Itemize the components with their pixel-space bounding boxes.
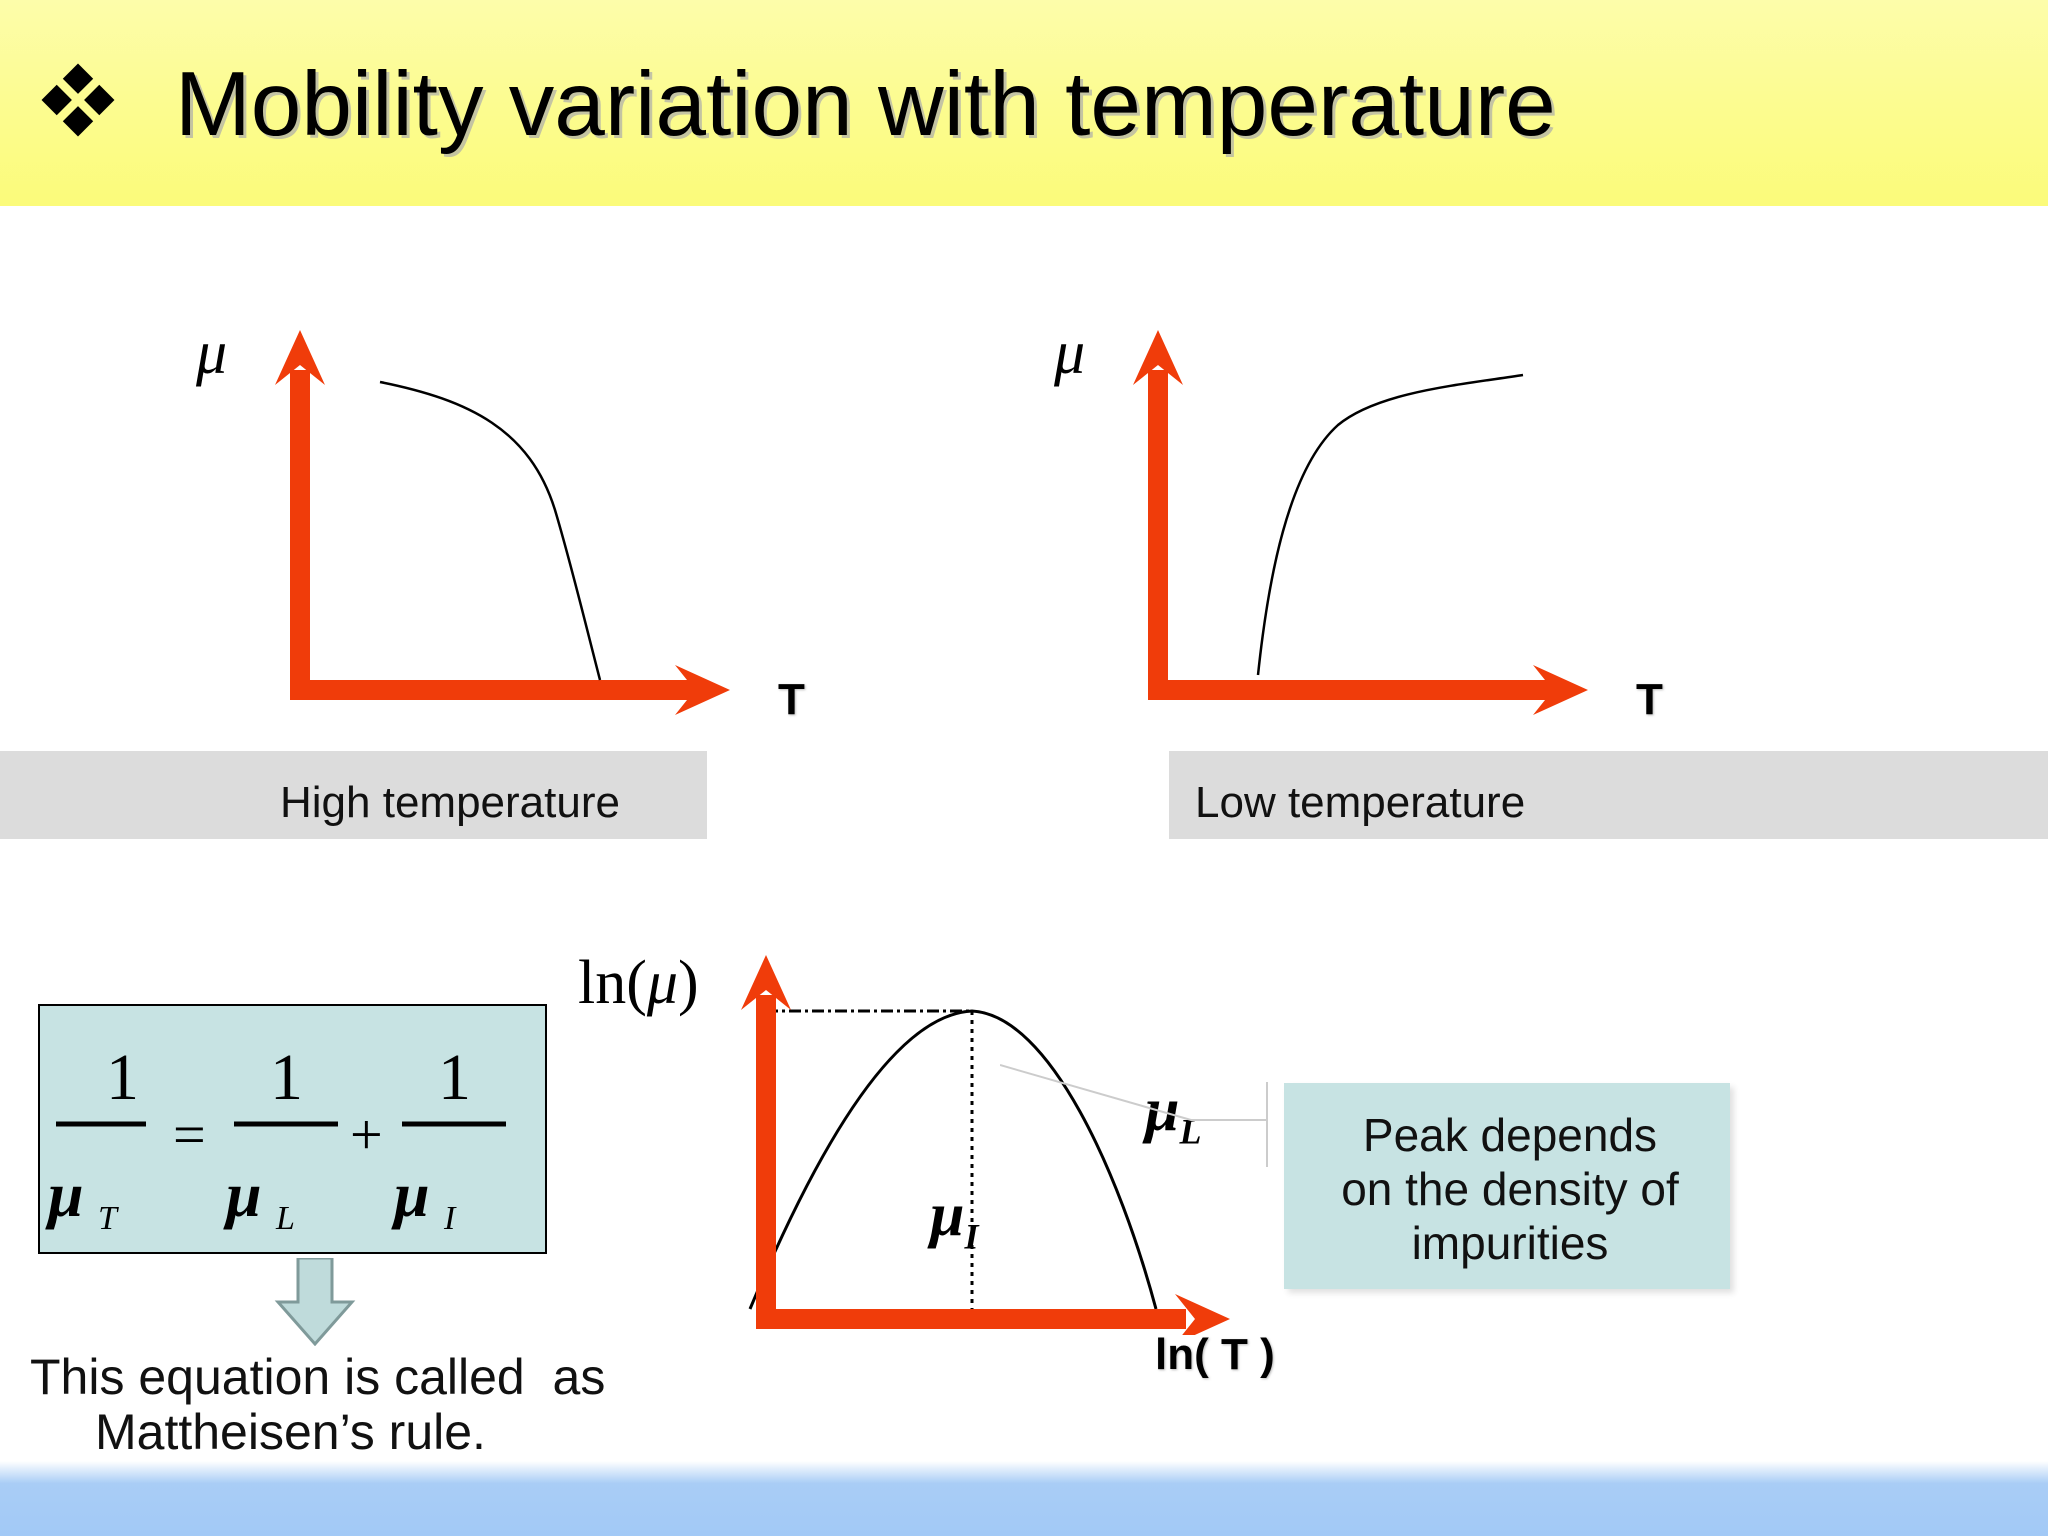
svg-text:1: 1 xyxy=(270,1041,303,1114)
svg-text:=: = xyxy=(173,1102,206,1167)
svg-text:L: L xyxy=(275,1200,295,1237)
svg-text:1: 1 xyxy=(438,1041,471,1114)
svg-text:I: I xyxy=(443,1200,457,1237)
svg-text:μ: μ xyxy=(391,1159,430,1230)
svg-text:1: 1 xyxy=(106,1041,139,1114)
svg-text:+: + xyxy=(350,1102,383,1167)
svg-text:μ: μ xyxy=(223,1159,262,1230)
svg-text:μ: μ xyxy=(45,1159,84,1230)
svg-text:T: T xyxy=(98,1200,119,1237)
